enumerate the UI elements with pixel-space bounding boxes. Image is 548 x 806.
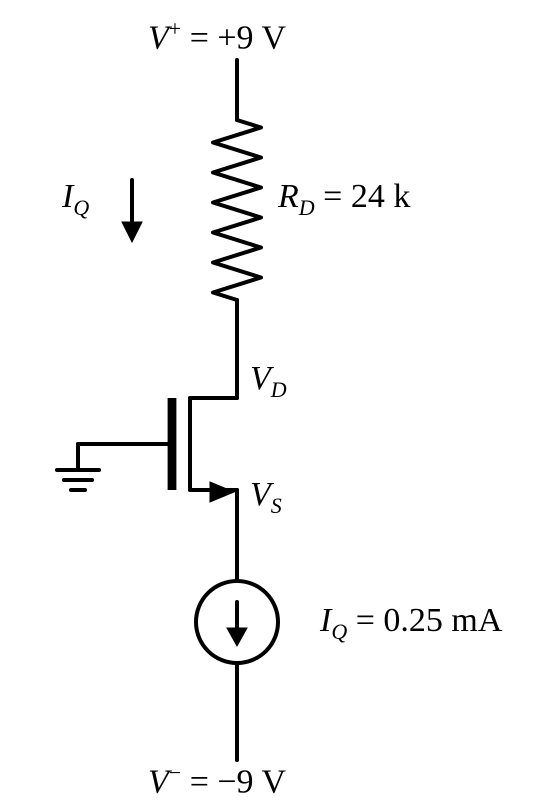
sub: Q (331, 619, 347, 644)
rest: = 24 k (315, 178, 411, 215)
mosfet-source-arrow (210, 482, 234, 502)
label-vminus: V− = −9 V (148, 760, 286, 801)
var: V (148, 763, 169, 800)
sub: D (271, 377, 287, 402)
var: V (148, 19, 169, 56)
var: R (278, 178, 299, 215)
label-rd: RD = 24 k (278, 178, 410, 221)
label-vd: VD (250, 360, 287, 403)
iq-arrow-head (122, 222, 142, 242)
var: I (62, 178, 73, 215)
rest: = 0.25 mA (347, 602, 502, 639)
var: V (250, 360, 271, 397)
label-iq-top: IQ (62, 178, 89, 221)
rest: = +9 V (181, 19, 286, 56)
label-vplus: V+ = +9 V (148, 16, 286, 57)
rest: = −9 V (181, 763, 286, 800)
sub: Q (73, 195, 89, 220)
sup: − (169, 760, 181, 785)
circuit-diagram (0, 0, 548, 806)
sub: D (299, 195, 315, 220)
resistor-rd (213, 120, 261, 300)
var: V (250, 476, 271, 513)
current-source-arrow-head (227, 628, 247, 646)
var: I (320, 602, 331, 639)
label-vs: VS (250, 476, 282, 519)
sub: S (271, 493, 282, 518)
label-iq-src: IQ = 0.25 mA (320, 602, 502, 645)
sup: + (169, 16, 181, 41)
